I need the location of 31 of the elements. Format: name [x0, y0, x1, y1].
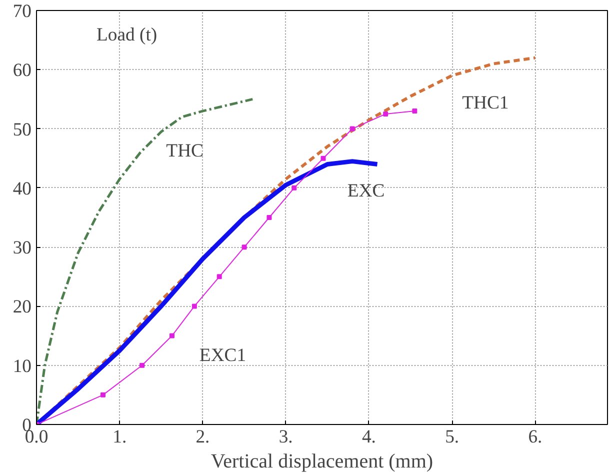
y-tick-label: 40	[12, 178, 32, 200]
y-tick-label: 70	[12, 1, 32, 22]
x-tick-label: 3.	[278, 426, 293, 448]
point	[266, 215, 272, 220]
y-tick-label: 30	[12, 238, 32, 259]
point	[169, 333, 174, 338]
x-tick-label: 1.	[112, 426, 127, 448]
point	[383, 112, 388, 116]
x-axis-title: Vertical displacement (mm)	[210, 450, 434, 472]
series-label: THC1	[462, 92, 509, 114]
y-tick-label: 60	[12, 60, 32, 82]
x-tick-label: 6.	[528, 426, 542, 448]
series-label: EXC1	[199, 345, 246, 366]
point	[412, 108, 418, 114]
point	[140, 362, 145, 368]
point	[320, 156, 326, 161]
point	[350, 126, 355, 132]
series-label: EXC	[347, 180, 385, 202]
series-label: THC	[166, 140, 204, 162]
x-tick-label: 4.	[362, 426, 376, 448]
point	[100, 392, 106, 398]
y-tick-label: 20	[12, 296, 32, 318]
point	[242, 244, 247, 250]
y-axis-title: Load (t)	[96, 24, 158, 46]
point	[216, 274, 222, 280]
x-tick-label: 5.	[445, 426, 460, 448]
y-tick-label: 10	[12, 356, 32, 377]
y-tick-label: 50	[12, 119, 32, 140]
point	[192, 304, 197, 309]
x-tick-label: 2.	[196, 426, 210, 448]
point	[292, 185, 297, 190]
